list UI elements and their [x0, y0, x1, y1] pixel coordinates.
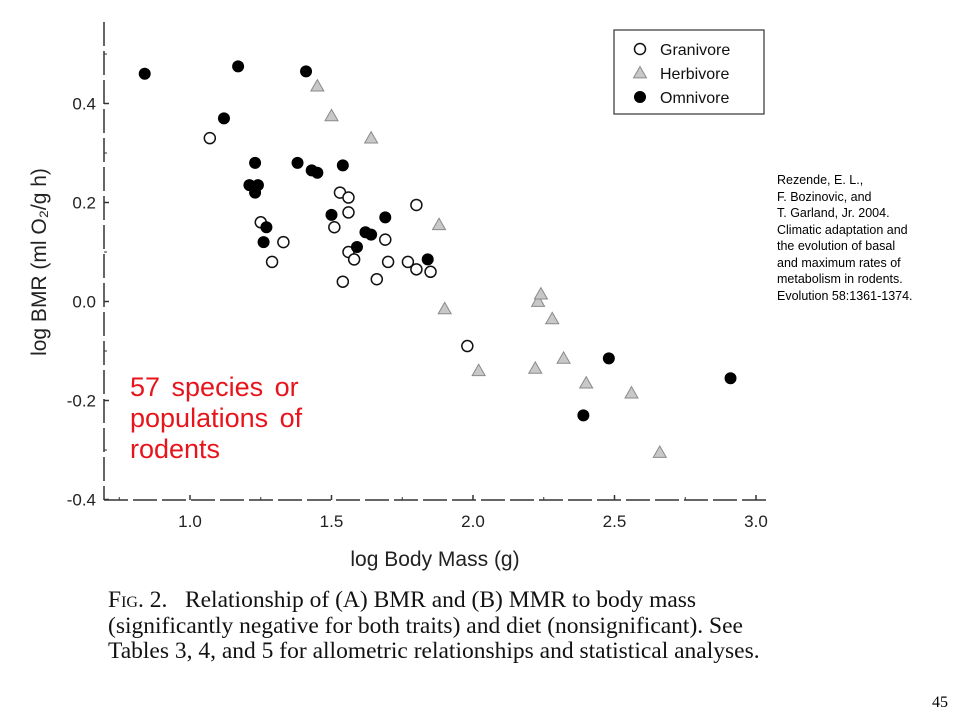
granivore-point: [410, 198, 423, 212]
granivore-point: [203, 131, 217, 145]
omnivore-point: [217, 112, 230, 125]
omnivore-point: [249, 156, 262, 169]
granivore-point: [379, 233, 392, 246]
herbivore-point: [471, 363, 487, 377]
axes: 0.4 0.2 0.0 -0.2 -0.4 1.0 1.5 2.0 2.5 3.0: [67, 22, 768, 531]
slide-number: 45: [932, 694, 948, 711]
granivore-point: [381, 255, 395, 269]
x-tick-label: 1.0: [178, 512, 202, 531]
granivore-point: [424, 265, 437, 279]
omnivore-point: [724, 372, 737, 385]
legend-marker-omnivore: [634, 91, 646, 103]
data-points: [138, 60, 737, 458]
herbivore-point: [652, 444, 668, 458]
herbivore-point: [363, 130, 379, 144]
legend-label-omnivore: Omnivore: [660, 90, 729, 107]
granivore-point: [342, 206, 355, 219]
species-count-annotation: 57 species or populations of rodents: [130, 372, 303, 464]
omnivore-point: [300, 65, 313, 78]
granivore-point: [370, 272, 384, 286]
omnivore-point: [291, 156, 304, 169]
x-tick-label: 2.0: [461, 512, 485, 531]
granivore-point: [347, 253, 361, 266]
citation-line: Climatic adaptation and: [777, 222, 908, 237]
omnivore-point: [577, 409, 590, 422]
omnivore-point: [350, 241, 363, 254]
y-tick-label: -0.2: [67, 392, 96, 411]
citation-line: and maximum rates of: [777, 255, 901, 270]
y-tick-label: 0.4: [72, 95, 96, 114]
omnivore-point: [379, 211, 392, 224]
y-axis-title: log BMR (ml O₂/g h): [28, 168, 51, 356]
herbivore-point: [324, 108, 339, 122]
citation-line: T. Garland, Jr. 2004.: [777, 206, 890, 220]
y-tick-label: -0.4: [67, 491, 96, 510]
citation-line: metabolism in rodents.: [777, 272, 903, 286]
herbivore-point: [431, 217, 447, 231]
x-axis-title: log Body Mass (g): [350, 548, 519, 571]
figure-caption: Fig. 2. Relationship of (A) BMR and (B) …: [108, 587, 773, 665]
herbivore-point: [544, 311, 560, 325]
citation-line: F. Bozinovic, and: [777, 189, 872, 204]
y-tick-label: 0.0: [72, 293, 96, 312]
legend-label-herbivore: Herbivore: [660, 66, 729, 83]
granivore-point: [410, 263, 423, 276]
x-tick-label: 3.0: [744, 512, 768, 531]
omnivore-point: [365, 228, 378, 241]
series-herbivore: [309, 78, 668, 458]
granivore-point: [336, 275, 350, 288]
herbivore-point: [578, 375, 594, 389]
series-omnivore: [138, 60, 737, 422]
granivore-point: [265, 255, 279, 269]
citation: Rezende, E. L., F. Bozinovic, and T. Gar…: [777, 172, 957, 304]
herbivore-point: [533, 286, 549, 300]
citation-line: the evolution of basal: [777, 239, 896, 253]
legend-label-granivore: Granivore: [660, 42, 730, 59]
granivore-point: [342, 191, 355, 204]
omnivore-point: [138, 67, 151, 80]
bmr-scatter-chart: 0.4 0.2 0.0 -0.2 -0.4 1.0 1.5 2.0 2.5 3.0 Granivo…: [28, 22, 768, 571]
omnivore-point: [232, 60, 245, 73]
omnivore-point: [336, 159, 349, 172]
granivore-point: [401, 255, 415, 269]
granivore-point: [461, 339, 474, 353]
omnivore-point: [251, 179, 264, 192]
herbivore-point: [309, 78, 325, 92]
omnivore-point: [260, 221, 273, 234]
omnivore-point: [311, 166, 324, 179]
series-granivore: [203, 131, 474, 353]
omnivore-point: [257, 236, 270, 249]
herbivore-point: [527, 360, 543, 374]
legend-marker-herbivore: [632, 65, 648, 79]
herbivore-point: [437, 301, 453, 315]
x-tick-label: 2.5: [603, 512, 627, 531]
omnivore-point: [421, 253, 434, 266]
y-tick-label: 0.2: [72, 194, 96, 213]
caption-label: Fig. 2.: [108, 587, 168, 613]
omnivore-point: [325, 208, 338, 221]
caption-text: Relationship of (A) BMR and (B) MMR to b…: [108, 587, 760, 664]
legend: Granivore Herbivore Omnivore: [613, 29, 765, 115]
herbivore-point: [556, 350, 571, 364]
axis-labels: log Body Mass (g) log BMR (ml O₂/g h): [28, 168, 520, 571]
omnivore-point: [602, 352, 615, 365]
herbivore-point: [530, 293, 546, 307]
citation-line: Evolution 58:1361-1374.: [777, 288, 913, 303]
citation-line: Rezende, E. L.,: [777, 173, 864, 187]
granivore-point: [277, 235, 290, 249]
granivore-point: [328, 221, 341, 234]
x-tick-label: 1.5: [320, 512, 344, 531]
herbivore-point: [624, 385, 639, 399]
legend-marker-granivore: [633, 42, 647, 56]
